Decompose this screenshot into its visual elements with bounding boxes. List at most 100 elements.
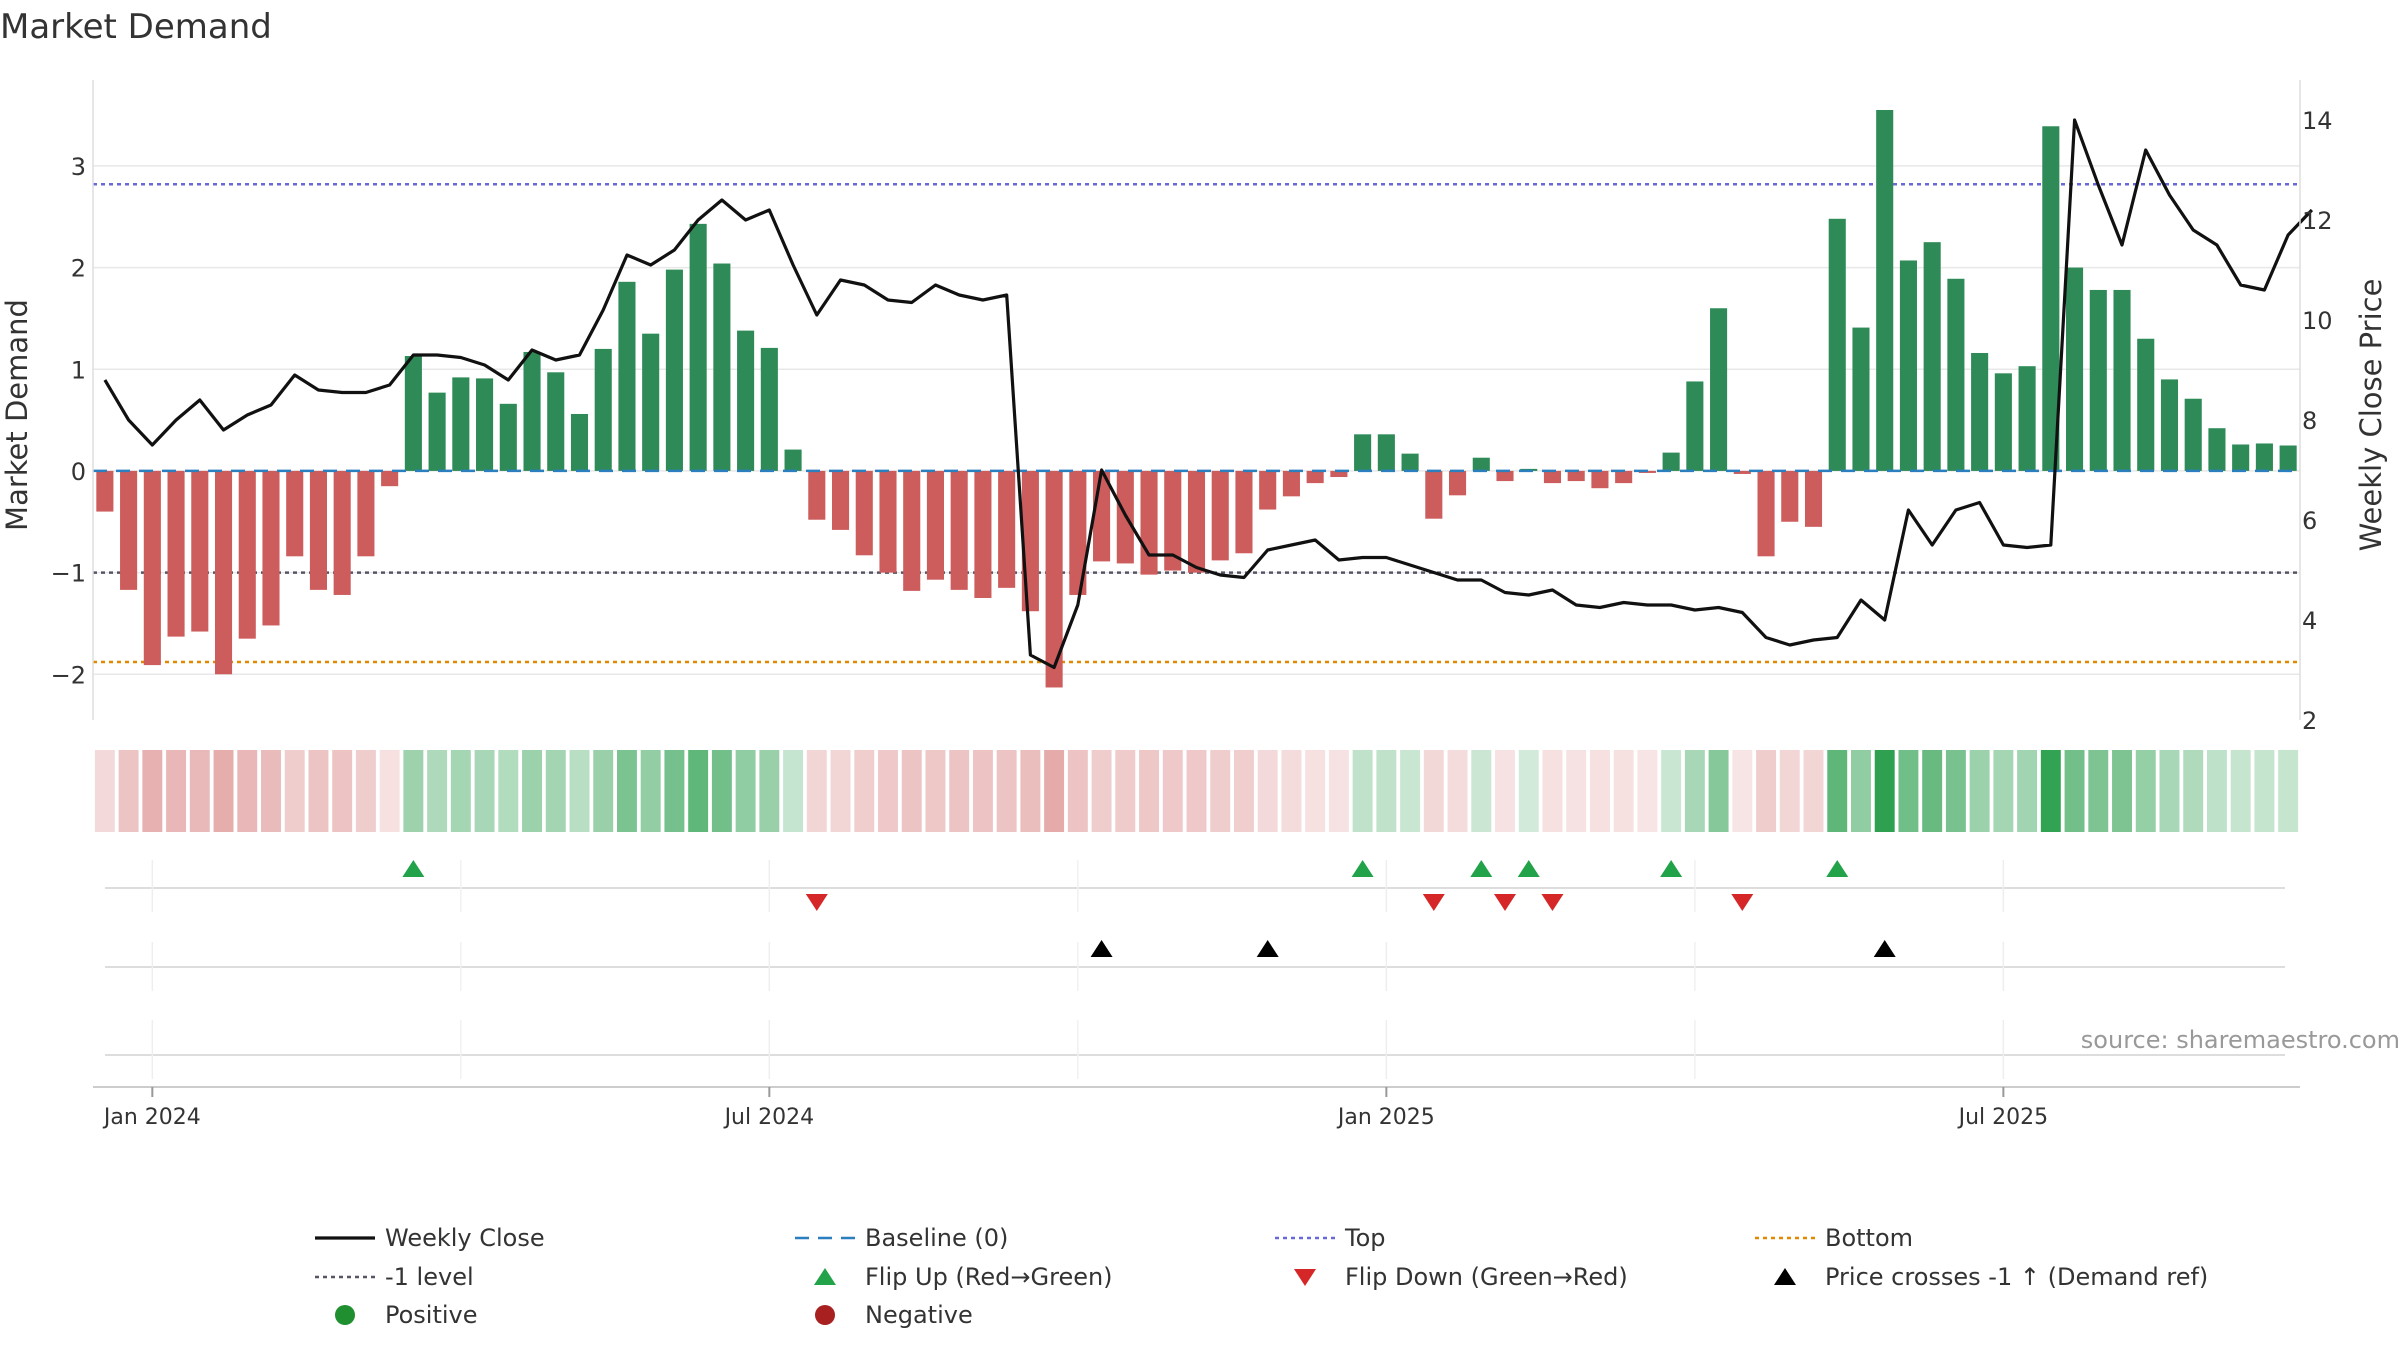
demand-bars [96, 110, 2297, 688]
demand-bar-negative [926, 470, 945, 580]
flip-up-marker [1470, 860, 1493, 877]
strip-cell [2040, 750, 2061, 832]
strip-cell [1186, 750, 1207, 832]
demand-bar-negative [1781, 470, 1799, 522]
y-tick-label-left: −2 [51, 661, 86, 689]
strip-cell [308, 750, 329, 832]
demand-bar-positive [689, 223, 707, 471]
flip-up-marker [402, 860, 425, 877]
demand-bar-negative [903, 470, 921, 591]
legend-label: Flip Down (Green→Red) [1345, 1263, 1628, 1291]
demand-bar-negative [1543, 470, 1562, 484]
strip-cell [1376, 750, 1397, 832]
demand-bar-negative [1591, 470, 1609, 489]
demand-bar-negative [1733, 470, 1751, 474]
strip-cell [1257, 750, 1278, 832]
demand-bar-negative [191, 470, 209, 632]
demand-bar-negative [1235, 470, 1253, 554]
strip-cell [1945, 750, 1966, 832]
demand-bar-positive [1662, 452, 1680, 471]
demand-bar-negative [1804, 470, 1823, 527]
strip-cell [569, 750, 590, 832]
strip-cell [213, 750, 234, 832]
strip-cell [522, 750, 542, 832]
demand-bar-positive [1401, 453, 1419, 471]
strip-cell [949, 750, 970, 832]
demand-bar-positive [1971, 352, 1989, 471]
x-tick-label: Jan 2025 [1336, 1105, 1435, 1130]
strip-cell [1162, 750, 1183, 832]
reference-lines [93, 182, 2300, 664]
weekly-close-layer [93, 118, 2314, 670]
strip-cell [925, 750, 946, 832]
demand-bar-negative [998, 470, 1016, 588]
demand-bar-positive [1377, 434, 1395, 471]
demand-bar-negative [1259, 470, 1277, 510]
strip-cell [616, 750, 637, 832]
strip-cell [1756, 750, 1777, 832]
x-axis: Jan 2024 Jul 2024 Jan 2025 Jul 2025 [93, 1086, 2300, 1130]
demand-bar-positive [404, 356, 422, 471]
demand-bar-positive [2089, 289, 2107, 471]
legend-swatch-circle [815, 1305, 835, 1325]
strip-cell [1281, 750, 1302, 832]
demand-bar-negative [1615, 470, 1633, 484]
x-tick-label: Jul 2024 [723, 1105, 815, 1130]
y-tick-label-left: 0 [71, 458, 86, 486]
strip-cell [593, 750, 614, 832]
demand-bar-positive [737, 330, 755, 471]
strip-cell [759, 750, 780, 832]
demand-bar-negative [1282, 470, 1300, 497]
strip-cell [427, 750, 448, 832]
source-label: source: sharemaestro.com [2081, 1026, 2400, 1054]
demand-bar-negative [1140, 470, 1158, 575]
x-tick-label: Jul 2025 [1957, 1105, 2049, 1130]
flip-up-marker [1351, 860, 1374, 877]
weekly-close-line [103, 118, 2314, 670]
legend-entry: Negative [815, 1301, 973, 1329]
strip-cell [284, 750, 305, 832]
demand-bar-positive [2018, 366, 2036, 471]
strip-cell [379, 750, 400, 832]
demand-bar-positive [1923, 242, 1941, 471]
demand-bar-positive [784, 449, 802, 471]
grid-lines [93, 165, 2300, 675]
strip-cell [996, 750, 1017, 832]
demand-bar-positive [452, 377, 470, 471]
strip-cell [1400, 750, 1421, 832]
strip-cell [1898, 750, 1919, 832]
demand-bar-positive [1686, 381, 1704, 471]
strip-cell [1423, 750, 1444, 832]
strip-cell [901, 750, 922, 832]
strip-cell [2230, 750, 2251, 832]
demand-bar-negative [1496, 470, 1514, 482]
demand-bar-positive [2042, 126, 2060, 471]
demand-bar-negative [309, 470, 327, 590]
demand-bar-negative [1211, 470, 1229, 561]
strip-cell [1637, 750, 1658, 832]
y-tick-label-right: 8 [2302, 407, 2317, 435]
demand-bar-positive [2208, 428, 2226, 471]
demand-bar-positive [1994, 373, 2012, 471]
flip-down-marker [1494, 894, 1517, 911]
strip-cell [1779, 750, 1800, 832]
demand-bar-negative [262, 470, 280, 626]
strip-cell [1091, 750, 1112, 832]
demand-bar-negative [381, 470, 399, 487]
strip-cell [2183, 750, 2204, 832]
demand-bar-negative [1069, 470, 1087, 595]
legend-label: Flip Up (Red→Green) [865, 1263, 1113, 1291]
strip-cell [1115, 750, 1136, 832]
demand-bar-positive [570, 413, 589, 471]
y-tick-label-left: 3 [71, 153, 86, 181]
strip-cell [1732, 750, 1753, 832]
demand-bar-positive [523, 351, 541, 471]
strip-cell [1044, 750, 1065, 832]
strip-cell [2278, 750, 2299, 832]
demand-bar-positive [1852, 327, 1870, 471]
strip-cell [1661, 750, 1682, 832]
legend-label: Weekly Close [385, 1224, 545, 1252]
strip-cell [1305, 750, 1326, 832]
strip-cell [1922, 750, 1943, 832]
